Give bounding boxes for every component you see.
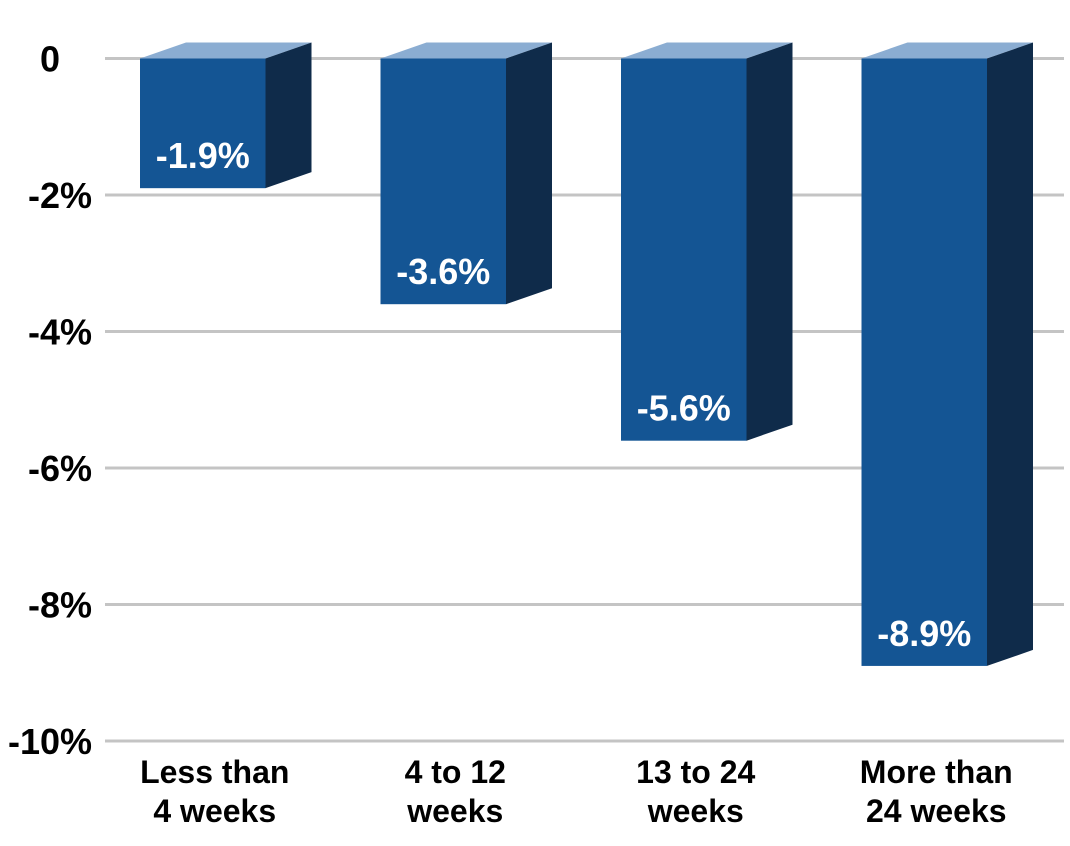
bar-side-face: [265, 42, 312, 189]
bar-front-face: [380, 58, 506, 305]
bar-front-face: [621, 58, 747, 441]
y-tick-label: -4%: [28, 312, 92, 353]
bar-value-label: -1.9%: [156, 135, 250, 176]
bar-top-face: [621, 42, 793, 59]
x-category-label: 13 to 24 weeks: [636, 754, 755, 829]
y-tick-label: -8%: [28, 585, 92, 626]
bar-value-label: -5.6%: [637, 388, 731, 429]
bar-group: -1.9% Less than 4 weeks: [140, 42, 312, 829]
bar-group: -3.6% 4 to 12 weeks: [380, 42, 552, 829]
bar-side-face: [987, 42, 1033, 666]
bar-group: -8.9% More than 24 weeks: [860, 42, 1033, 829]
bar-value-label: -3.6%: [396, 251, 490, 292]
bar-group: -5.6% 13 to 24 weeks: [621, 42, 793, 829]
y-tick-label: -2%: [28, 175, 92, 216]
y-tick-label: -10%: [8, 721, 92, 762]
bar-front-face: [861, 58, 987, 666]
bar-value-label: -8.9%: [877, 613, 971, 654]
bar-top-face: [380, 42, 552, 59]
x-category-label: Less than 4 weeks: [140, 754, 289, 829]
bar-top-face: [861, 42, 1033, 59]
bar-side-face: [746, 42, 793, 441]
bar-side-face: [506, 42, 552, 305]
x-category-label: More than 24 weeks: [860, 754, 1013, 829]
y-tick-label: -6%: [28, 448, 92, 489]
bar-top-face: [140, 42, 312, 59]
x-category-label: 4 to 12 weeks: [405, 754, 506, 829]
y-tick-label: 0: [40, 39, 60, 80]
bar-front-face: [140, 58, 266, 189]
